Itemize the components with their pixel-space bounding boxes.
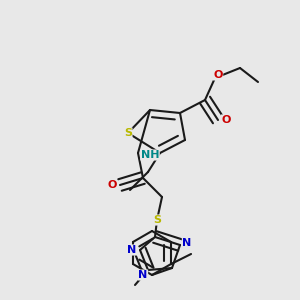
Text: S: S xyxy=(124,128,132,138)
Text: O: O xyxy=(213,70,223,80)
Text: NH: NH xyxy=(141,150,159,160)
Text: N: N xyxy=(138,270,148,280)
Text: O: O xyxy=(107,180,117,190)
Text: N: N xyxy=(128,245,136,255)
Text: N: N xyxy=(182,238,192,248)
Text: S: S xyxy=(153,215,161,225)
Text: O: O xyxy=(221,115,231,125)
